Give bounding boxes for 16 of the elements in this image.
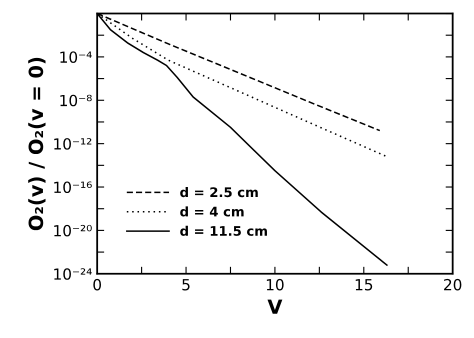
- x-tick-label: 0: [93, 278, 102, 290]
- x-tick-label: 10: [266, 278, 284, 290]
- y-tick-label: 10⁻¹⁶: [54, 181, 92, 194]
- legend-label: d = 11.5 cm: [180, 226, 267, 236]
- x-tick-label: 5: [182, 279, 190, 290]
- y-tick-label: 10⁻⁸: [60, 94, 92, 106]
- y-tick-label: 10⁻²⁴: [54, 268, 92, 280]
- legend-label: d = 2.5 cm: [180, 186, 258, 198]
- legend-label: d = 4 cm: [180, 206, 244, 217]
- x-axis-title: V: [267, 300, 282, 314]
- y-tick-label: 10⁻²⁰: [54, 224, 92, 236]
- x-tick-label: 20: [444, 278, 462, 290]
- y-tick-label: 10⁻¹²: [54, 138, 92, 150]
- y-axis-title: O₂(v) / O₂(v = 0): [28, 58, 46, 230]
- x-tick-label: 15: [356, 279, 372, 290]
- y-tick-label: 10⁻⁴: [60, 51, 92, 63]
